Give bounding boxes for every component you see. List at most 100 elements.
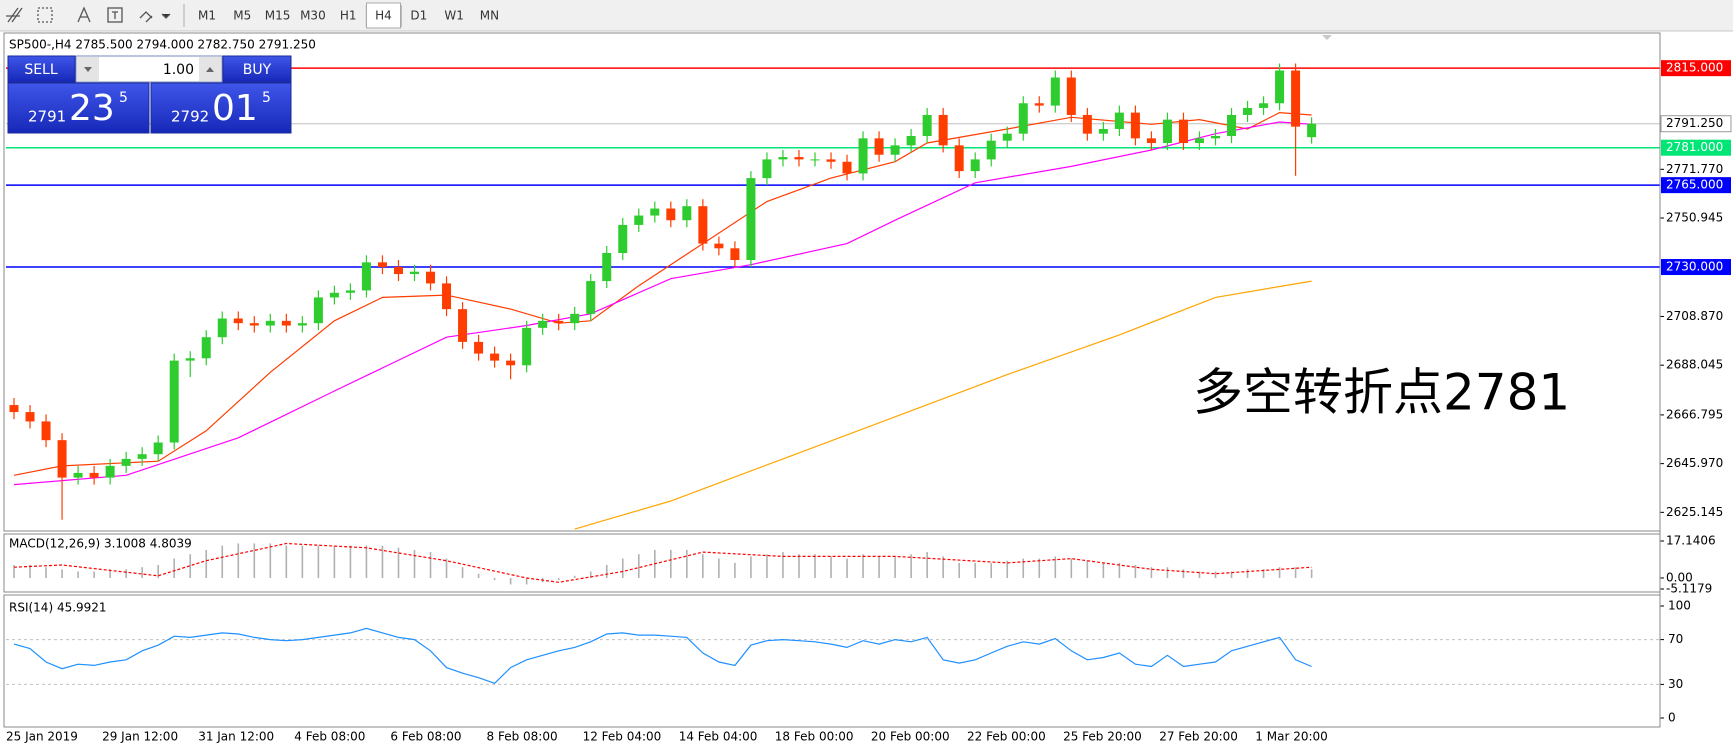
chart-header: SP500-,H4 2785.500 2794.000 2782.750 279…: [9, 38, 316, 52]
candle-body: [9, 405, 19, 413]
icon-dropdown[interactable]: [161, 13, 171, 19]
lots-field[interactable]: [75, 55, 223, 83]
candle-body: [1002, 133, 1012, 141]
timeframe-button[interactable]: M1: [198, 9, 216, 23]
candle-body: [714, 243, 724, 249]
icon-label[interactable]: [37, 7, 53, 23]
candle-body: [1194, 138, 1204, 144]
x-tick-label: 25 Jan 2019: [6, 730, 78, 744]
candle-body: [1243, 107, 1253, 115]
candle-body: [666, 208, 676, 221]
candle-body: [201, 337, 211, 359]
current-price-label: 2791.250: [1666, 116, 1723, 130]
candle-body: [1162, 119, 1172, 144]
candle-body: [217, 318, 227, 338]
candle-body: [153, 442, 163, 455]
candle-body: [1227, 114, 1237, 137]
candle-body: [1275, 70, 1285, 104]
axes: 2771.770 2750.945 2708.870 2688.045 2666.795…: [6, 33, 1732, 744]
y-tick-label: 2625.145: [1666, 505, 1723, 519]
candle-body: [810, 159, 820, 161]
x-tick-label: 12 Feb 04:00: [583, 730, 662, 744]
candle-body: [586, 281, 596, 314]
candle-body: [361, 262, 371, 291]
candle-body: [393, 267, 403, 275]
icon-grid[interactable]: [6, 7, 23, 23]
y-tick-label: 2750.945: [1666, 211, 1723, 225]
icon-textbox[interactable]: [107, 7, 123, 23]
x-tick-label: 29 Jan 12:00: [102, 730, 178, 744]
candle-body: [554, 320, 564, 324]
y-tick-label: 17.1406: [1666, 534, 1716, 548]
candle-body: [874, 138, 884, 155]
lots-down-arrow: [84, 67, 92, 72]
rsi-line: [13, 627, 1312, 684]
icon-textbox-t: [112, 11, 118, 19]
rsi-panel: [3, 594, 1661, 728]
icon-text[interactable]: [77, 6, 91, 23]
timeframe-button[interactable]: W1: [444, 9, 464, 23]
candle-body: [265, 320, 275, 326]
candle-body: [650, 208, 660, 216]
timeframe-button[interactable]: H1: [340, 9, 357, 23]
candle-body: [570, 313, 580, 324]
timeframe-button[interactable]: M15: [265, 9, 291, 23]
timeframe-bar: M1 M5 M15 M30 H1 H4 D1 W1 MN: [198, 2, 499, 29]
ask-box[interactable]: [150, 82, 292, 134]
y-tick-label: 2645.970: [1666, 456, 1723, 470]
level-label-box: [1661, 177, 1731, 194]
y-tick-label: -5.1179: [1666, 582, 1712, 596]
candle-body: [1098, 128, 1108, 134]
bid-box[interactable]: [7, 82, 150, 134]
candle-body: [345, 290, 355, 293]
timeframe-button[interactable]: M30: [300, 9, 326, 23]
bid-big: 2791: [28, 108, 66, 126]
sell-text: SELL: [24, 62, 58, 78]
candle-body: [281, 320, 291, 326]
timeframe-button[interactable]: MN: [480, 9, 499, 23]
level-label-box: [1661, 60, 1731, 77]
x-tick-label: 18 Feb 00:00: [775, 730, 854, 744]
timeframe-button[interactable]: H4: [375, 9, 392, 23]
one-click-trading: SELL 1.00 BUY 2791 23 5 2792 01 5: [7, 55, 292, 134]
candle-body: [1018, 103, 1028, 134]
candle-body: [377, 262, 387, 268]
timeframe-button[interactable]: D1: [410, 9, 427, 23]
toolbar-icons: [6, 4, 185, 27]
candle-body: [458, 309, 468, 342]
level-label: 2815.000: [1666, 61, 1723, 75]
candle-body: [1307, 123, 1317, 138]
y-tick-label: 2688.045: [1666, 358, 1723, 372]
lots-up-arrow: [206, 67, 214, 72]
candle-body: [682, 206, 692, 221]
buy-button[interactable]: [222, 55, 292, 83]
level-label-box: [1661, 259, 1731, 276]
x-tick-label: 20 Feb 00:00: [871, 730, 950, 744]
y-tick-label: 0: [1668, 711, 1676, 725]
indicator-lines: [13, 111, 1313, 684]
y-tick-label: 100: [1668, 599, 1691, 613]
timeframe-button[interactable]: M5: [233, 9, 251, 23]
sell-button[interactable]: [7, 55, 76, 83]
candle-body: [618, 224, 628, 253]
candle-body: [1146, 138, 1156, 144]
candle-body: [938, 114, 948, 146]
candle-body: [698, 206, 708, 244]
candle-body: [1211, 136, 1220, 139]
y-tick-label: 30: [1668, 677, 1683, 691]
candle-body: [1259, 103, 1269, 108]
candle-body: [121, 458, 131, 466]
candle-body: [762, 159, 772, 179]
candle-body: [297, 323, 307, 326]
candle-body: [858, 138, 868, 174]
candle-body: [137, 454, 147, 459]
toolbar: [0, 0, 1733, 31]
icon-arrows[interactable]: [139, 11, 153, 23]
macd-panel: [3, 533, 1661, 593]
bid-pips: 23: [69, 88, 115, 129]
annotation: 多空转折点2781: [1193, 364, 1570, 422]
candle-body: [329, 292, 339, 298]
candle-body: [249, 323, 259, 326]
candle-body: [73, 472, 83, 478]
